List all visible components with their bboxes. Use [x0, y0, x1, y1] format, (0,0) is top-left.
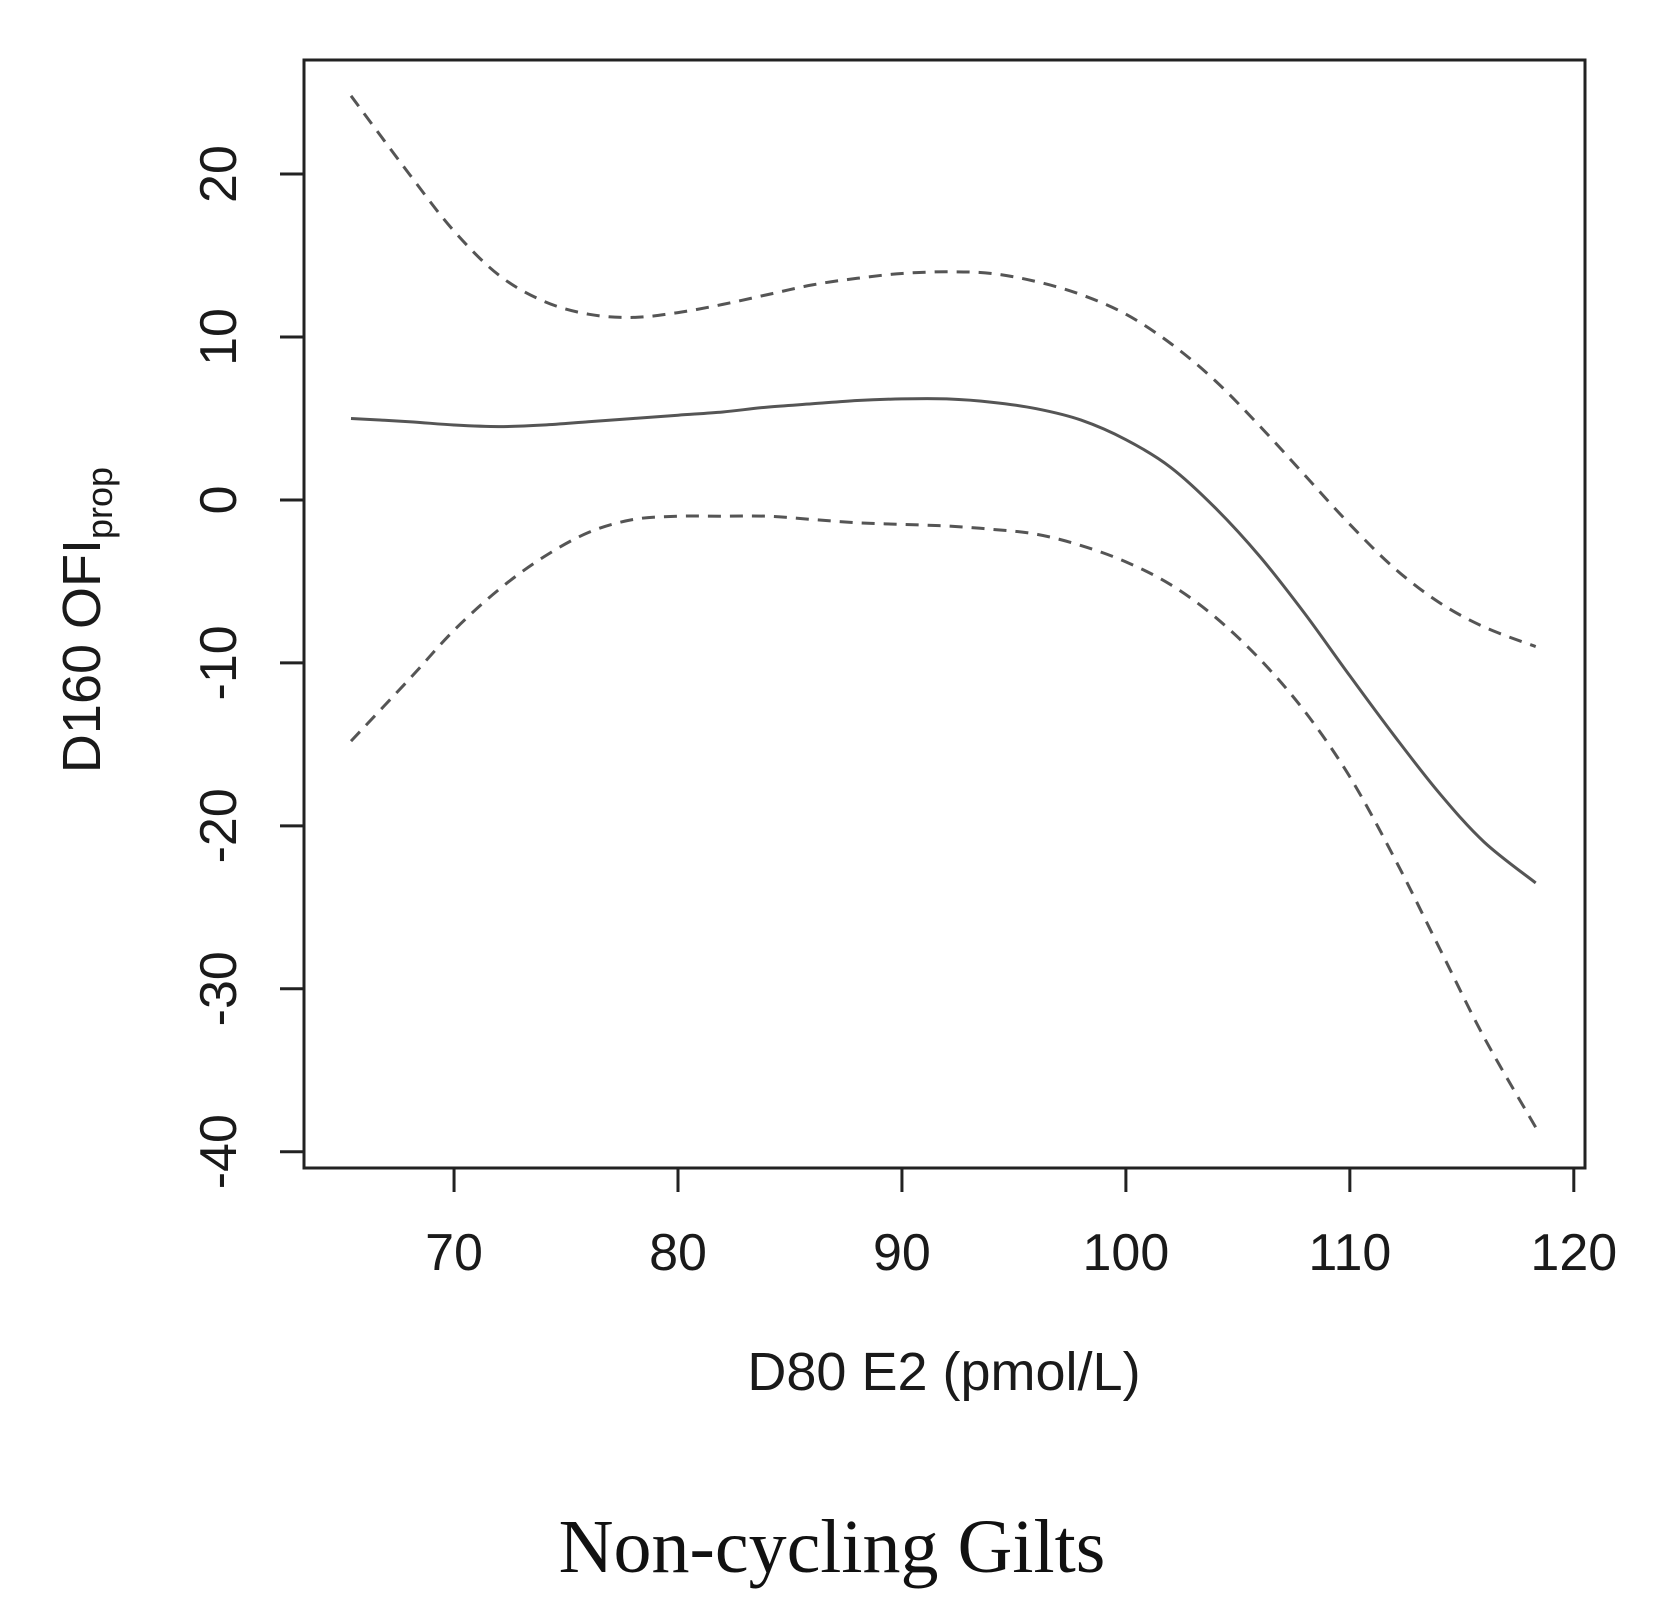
y-tick-label: 10 — [190, 308, 248, 366]
y-tick-label: -30 — [190, 951, 248, 1026]
y-tick-label: 20 — [190, 145, 248, 203]
x-axis: 70 80 90 100 110 120 — [425, 1166, 1617, 1282]
y-axis: 20 10 0 -10 -20 -30 -40 — [190, 145, 306, 1189]
x-tick-label: 110 — [1308, 1224, 1391, 1282]
y-tick-label: -20 — [190, 788, 248, 863]
x-tick-label: 80 — [649, 1224, 707, 1282]
upper-ci-curve — [349, 94, 1537, 649]
y-axis-title-subscript: prop — [79, 467, 120, 539]
x-axis-title: D80 E2 (pmol/L) — [747, 1342, 1140, 1402]
y-tick-label: 0 — [190, 485, 248, 514]
plot-frame — [302, 58, 1587, 1170]
x-tick-label: 70 — [425, 1224, 483, 1282]
x-tick-label: 90 — [873, 1224, 931, 1282]
fitted-curve — [350, 397, 1537, 885]
x-tick-label: 120 — [1530, 1224, 1617, 1282]
y-tick-label: -40 — [190, 1114, 248, 1189]
y-tick-label: -10 — [190, 625, 248, 700]
x-tick-label: 100 — [1083, 1224, 1170, 1282]
series-layer — [349, 94, 1538, 1129]
y-axis-title: D160 OFIprop — [52, 467, 120, 773]
lower-ci-curve — [349, 514, 1538, 1129]
y-axis-title-main: D160 OFI — [52, 539, 112, 773]
figure-caption: Non-cycling Gilts — [559, 1505, 1106, 1589]
